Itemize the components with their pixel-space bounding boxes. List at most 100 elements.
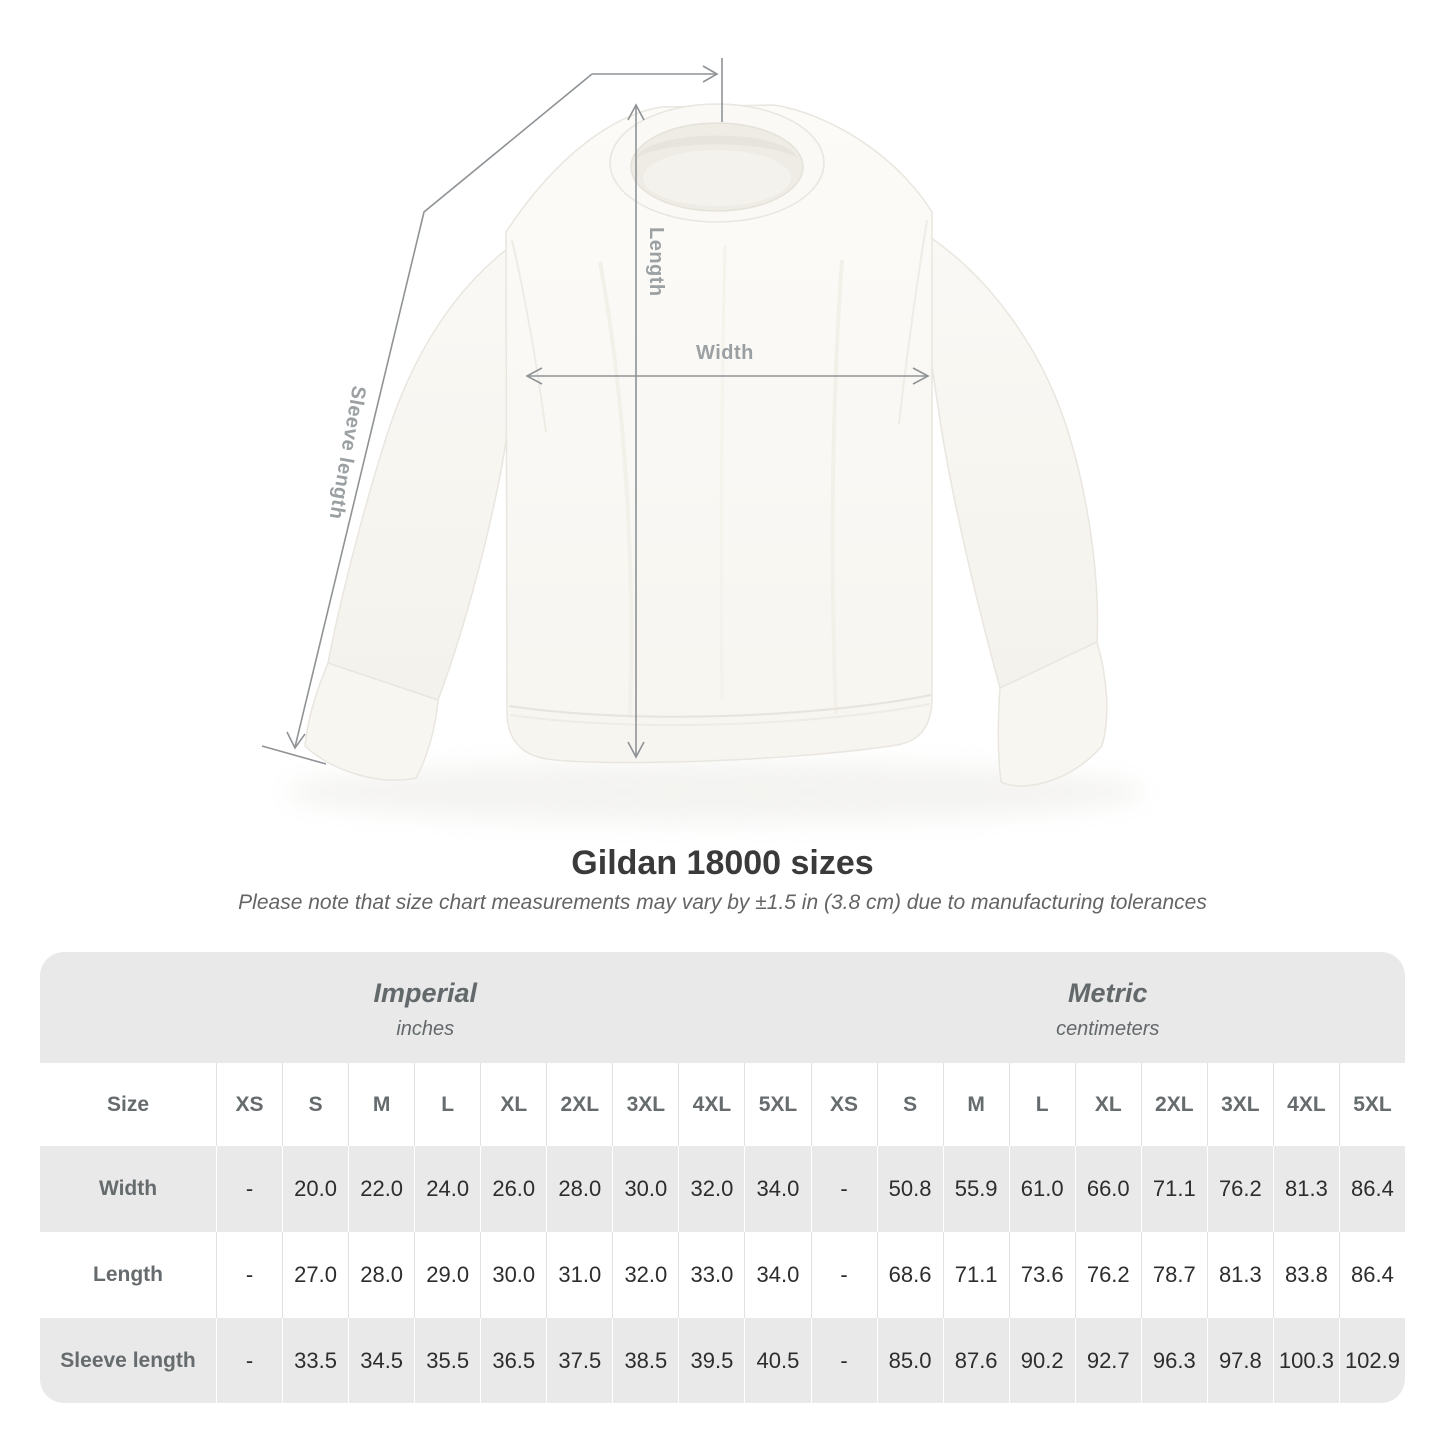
right-cuff	[997, 640, 1108, 787]
metric-title: Metric	[1067, 978, 1148, 1008]
sleeve-metric-5xl: 102.9	[1338, 1318, 1405, 1403]
length-imperial-m: 28.0	[348, 1232, 414, 1318]
size-header-metric-2xl: 2XL	[1140, 1063, 1207, 1146]
length-imperial-5xl: 34.0	[744, 1232, 810, 1318]
size-header-metric-3xl: 3XL	[1206, 1063, 1273, 1146]
width-metric-2xl: 71.1	[1140, 1146, 1207, 1232]
size-header-metric-l: L	[1008, 1063, 1075, 1146]
sleeve-imperial-xl: 36.5	[480, 1318, 546, 1403]
row-label-sleeve-length: Sleeve length	[60, 1348, 196, 1372]
length-imperial-4xl: 33.0	[678, 1232, 744, 1318]
size-header-metric-5xl: 5XL	[1338, 1063, 1405, 1146]
right-sleeve	[915, 226, 1108, 787]
table-row-sleeve-length: Sleeve length - 33.5 34.5 35.5 36.5 37.5…	[40, 1318, 1405, 1403]
cuff-end-tick	[261, 745, 327, 765]
sleeve-imperial-s: 33.5	[282, 1318, 348, 1403]
right-armhole-seam	[898, 219, 928, 425]
width-metric-s: 50.8	[876, 1146, 943, 1232]
width-metric-m: 55.9	[942, 1146, 1009, 1232]
width-imperial-5xl: 34.0	[744, 1146, 810, 1232]
size-header-imperial-5xl: 5XL	[744, 1063, 810, 1146]
width-imperial-4xl: 32.0	[678, 1146, 744, 1232]
length-metric-xl: 76.2	[1074, 1232, 1141, 1318]
size-column-header: Size	[106, 1092, 150, 1116]
sleeve-metric-2xl: 96.3	[1140, 1318, 1207, 1403]
sleeve-imperial-m: 34.5	[348, 1318, 414, 1403]
size-header-imperial-2xl: 2XL	[546, 1063, 612, 1146]
size-header-metric-4xl: 4XL	[1272, 1063, 1339, 1146]
row-label-width: Width	[98, 1177, 158, 1200]
sleeve-imperial-xs: -	[216, 1318, 282, 1403]
imperial-header: Imperial inches	[40, 952, 811, 1063]
length-imperial-l: 29.0	[414, 1232, 480, 1318]
size-table: Imperial inches Metric centimeters Size …	[40, 952, 1405, 1403]
measurement-arrows	[261, 58, 930, 765]
length-imperial-s: 27.0	[282, 1232, 348, 1318]
length-imperial-3xl: 32.0	[612, 1232, 678, 1318]
size-header-metric-m: M	[942, 1063, 1009, 1146]
width-measure-label: Width	[696, 342, 754, 364]
width-imperial-3xl: 30.0	[612, 1146, 678, 1232]
page-title: Gildan 18000 sizes	[571, 844, 874, 882]
size-header-imperial-4xl: 4XL	[678, 1063, 744, 1146]
width-imperial-l: 24.0	[414, 1146, 480, 1232]
sleeve-imperial-3xl: 38.5	[612, 1318, 678, 1403]
sleeve-imperial-2xl: 37.5	[546, 1318, 612, 1403]
table-row-width: Width - 20.0 22.0 24.0 26.0 28.0 30.0 32…	[40, 1146, 1405, 1232]
width-imperial-s: 20.0	[282, 1146, 348, 1232]
size-header-imperial-3xl: 3XL	[612, 1063, 678, 1146]
imperial-title: Imperial	[373, 978, 478, 1008]
size-header-metric-xs: XS	[810, 1063, 877, 1146]
sleeve-imperial-l: 35.5	[414, 1318, 480, 1403]
size-header-row: Size XS S M L XL 2XL 3XL 4XL 5XL XS S M …	[40, 1063, 1405, 1146]
width-metric-4xl: 81.3	[1272, 1146, 1339, 1232]
row-label-length: Length	[93, 1263, 163, 1286]
width-imperial-xl: 26.0	[480, 1146, 546, 1232]
width-metric-l: 61.0	[1008, 1146, 1075, 1232]
width-metric-xl: 66.0	[1074, 1146, 1141, 1232]
length-metric-xs: -	[810, 1232, 877, 1318]
size-header-imperial-m: M	[348, 1063, 414, 1146]
length-imperial-2xl: 31.0	[546, 1232, 612, 1318]
sleeve-length-line	[294, 73, 593, 748]
size-header-imperial-s: S	[282, 1063, 348, 1146]
imperial-unit: inches	[396, 1018, 455, 1040]
length-imperial-xs: -	[216, 1232, 282, 1318]
arrowhead-left	[525, 367, 543, 385]
width-metric-xs: -	[810, 1146, 877, 1232]
size-header-metric-xl: XL	[1074, 1063, 1141, 1146]
left-sleeve	[304, 236, 523, 781]
garment-diagram: Length Width Sleeve length	[261, 58, 1145, 822]
sleeve-metric-s: 85.0	[876, 1318, 943, 1403]
length-metric-5xl: 86.4	[1338, 1232, 1405, 1318]
arrowhead-right	[702, 65, 719, 83]
length-metric-3xl: 81.3	[1206, 1232, 1273, 1318]
sleeve-imperial-4xl: 39.5	[678, 1318, 744, 1403]
arrowhead-down-sleeve	[286, 731, 306, 750]
length-metric-4xl: 83.8	[1272, 1232, 1339, 1318]
arrowhead-down	[627, 741, 645, 759]
size-header-imperial-l: L	[414, 1063, 480, 1146]
metric-unit: centimeters	[1056, 1018, 1160, 1040]
size-header-imperial-xs: XS	[216, 1063, 282, 1146]
size-header-metric-s: S	[876, 1063, 943, 1146]
length-metric-l: 73.6	[1008, 1232, 1075, 1318]
tolerance-note: Please note that size chart measurements…	[238, 891, 1207, 914]
sweatshirt-illustration	[261, 58, 1145, 822]
size-header-imperial-xl: XL	[480, 1063, 546, 1146]
table-row-length: Length - 27.0 28.0 29.0 30.0 31.0 32.0 3…	[40, 1232, 1405, 1318]
length-metric-m: 71.1	[942, 1232, 1009, 1318]
width-metric-5xl: 86.4	[1338, 1146, 1405, 1232]
garment-shadow	[285, 762, 1145, 822]
waistband-seam	[508, 694, 932, 718]
arrowhead-right2	[912, 367, 930, 385]
arrowhead-up	[627, 103, 645, 121]
sleeve-metric-4xl: 100.3	[1272, 1318, 1339, 1403]
length-metric-s: 68.6	[876, 1232, 943, 1318]
length-measure-label: Length	[645, 227, 667, 297]
width-imperial-xs: -	[216, 1146, 282, 1232]
sleeve-metric-l: 90.2	[1008, 1318, 1075, 1403]
length-metric-2xl: 78.7	[1140, 1232, 1207, 1318]
width-imperial-m: 22.0	[348, 1146, 414, 1232]
